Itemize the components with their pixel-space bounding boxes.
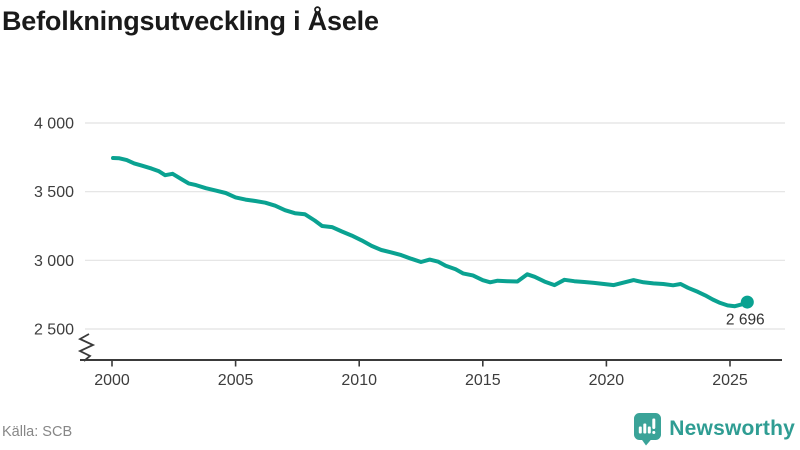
end-point-label: 2 696 — [726, 312, 765, 329]
newsworthy-logo[interactable]: Newsworthy — [633, 412, 795, 446]
y-tick-label: 4 000 — [34, 116, 74, 133]
population-line-chart: 4 000 3 500 3 000 2 500 2000 2005 2010 2015 2020… — [34, 116, 785, 389]
newsworthy-logo-icon — [633, 412, 662, 446]
end-point-marker — [740, 295, 754, 309]
x-tick-label: 2010 — [341, 372, 377, 389]
source-label: Källa: SCB — [2, 424, 73, 440]
y-axis-break-icon — [77, 333, 96, 362]
y-tick-label: 2 500 — [34, 321, 74, 338]
x-tick-label: 2025 — [712, 372, 748, 389]
y-tick-label: 3 000 — [34, 253, 74, 270]
x-tick-label: 2000 — [94, 372, 130, 389]
page-title: Befolkningsutveckling i Åsele — [2, 6, 379, 36]
population-line — [111, 156, 750, 309]
x-tick-label: 2020 — [589, 372, 625, 389]
newsworthy-wordmark: Newsworthy — [669, 417, 795, 440]
x-tick-label: 2005 — [218, 372, 254, 389]
x-tick-label: 2015 — [465, 372, 501, 389]
y-tick-label: 3 500 — [34, 184, 74, 201]
